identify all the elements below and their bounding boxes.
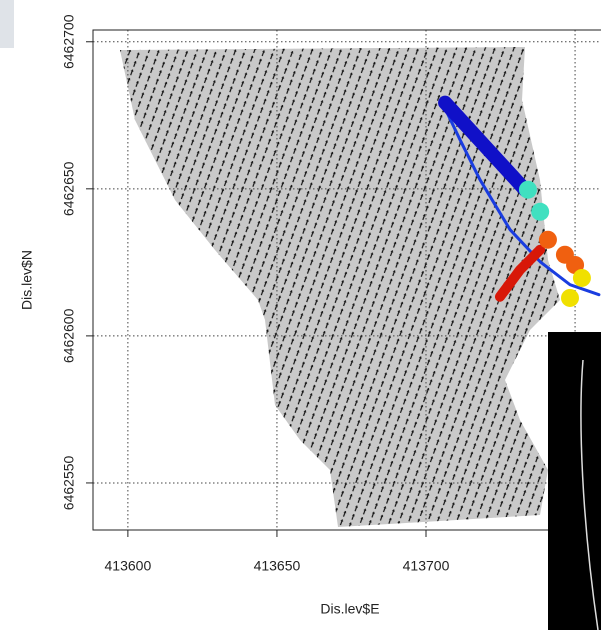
track-point [539, 231, 557, 249]
track-point [519, 181, 537, 199]
y-tick-label: 6462550 [61, 455, 77, 510]
y-tick-label: 6462600 [61, 308, 77, 363]
track-point [531, 203, 549, 221]
y-tick-label: 6462700 [61, 14, 77, 69]
x-tick-label: 413600 [105, 558, 152, 574]
chart: 4136004136504137004137506462550646260064… [0, 0, 601, 630]
x-tick-label: 413650 [254, 558, 301, 574]
y-axis-label: Dis.lev$N [19, 250, 35, 310]
inset [548, 332, 601, 630]
x-axis-label: Dis.lev$E [320, 601, 379, 617]
y-tick-label: 6462650 [61, 161, 77, 216]
track-point [573, 269, 591, 287]
corner-block [0, 0, 14, 48]
vector-field [120, 47, 560, 527]
x-tick-label: 413700 [403, 558, 450, 574]
track-point [561, 289, 579, 307]
field-arrows [120, 47, 560, 527]
inset-image [548, 332, 601, 630]
